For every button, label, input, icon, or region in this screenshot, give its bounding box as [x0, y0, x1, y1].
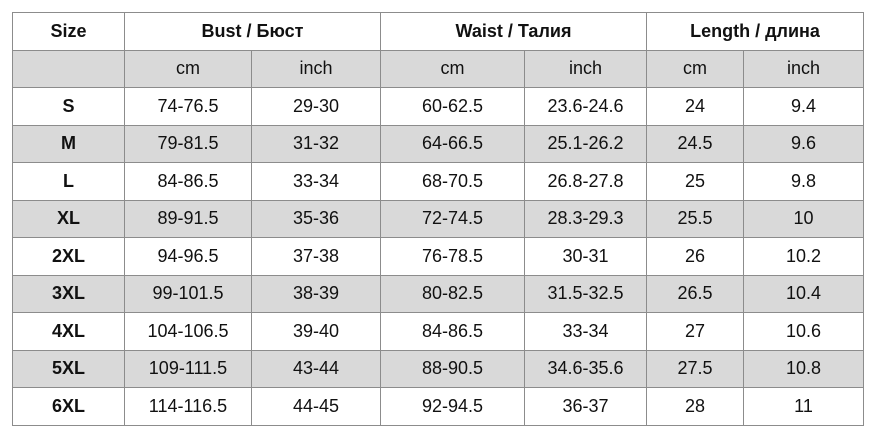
value-cell: 11: [742, 387, 865, 426]
value-cell: 64-66.5: [380, 124, 525, 163]
value-cell: 24: [646, 87, 744, 126]
header-cell: Bust / Бюст: [124, 12, 381, 51]
value-cell: 43-44: [251, 349, 381, 388]
value-cell: 76-78.5: [380, 237, 525, 276]
value-cell: 44-45: [251, 387, 381, 426]
size-cell: 2XL: [12, 237, 125, 276]
value-cell: 84-86.5: [124, 162, 252, 201]
value-cell: 26.8-27.8: [524, 162, 647, 201]
value-cell: 26.5: [646, 274, 744, 313]
value-cell: 10.6: [742, 312, 865, 351]
value-cell: 9.8: [742, 162, 865, 201]
value-cell: 60-62.5: [380, 87, 525, 126]
value-cell: 88-90.5: [380, 349, 525, 388]
value-cell: 27.5: [646, 349, 744, 388]
value-cell: 94-96.5: [124, 237, 252, 276]
value-cell: 30-31: [524, 237, 647, 276]
value-cell: 33-34: [251, 162, 381, 201]
size-cell: L: [12, 162, 125, 201]
header-row: Size Bust / Бюст Waist / Талия Length / дли…: [12, 12, 865, 51]
data-row: 2XL 94-96.5 37-38 76-78.5 30-31 26 10.2: [12, 237, 865, 276]
value-cell: 10: [742, 199, 865, 238]
value-cell: 104-106.5: [124, 312, 252, 351]
value-cell: 25.5: [646, 199, 744, 238]
unit-cell: inch: [742, 49, 865, 88]
value-cell: 80-82.5: [380, 274, 525, 313]
value-cell: 72-74.5: [380, 199, 525, 238]
size-cell: S: [12, 87, 125, 126]
data-row: L 84-86.5 33-34 68-70.5 26.8-27.8 25 9.8: [12, 162, 865, 201]
empty-cell: [12, 49, 125, 88]
value-cell: 114-116.5: [124, 387, 252, 426]
size-cell: XL: [12, 199, 125, 238]
value-cell: 10.4: [742, 274, 865, 313]
data-row: M 79-81.5 31-32 64-66.5 25.1-26.2 24.5 9.6: [12, 124, 865, 163]
value-cell: 92-94.5: [380, 387, 525, 426]
value-cell: 10.2: [742, 237, 865, 276]
value-cell: 39-40: [251, 312, 381, 351]
size-cell: 3XL: [12, 274, 125, 313]
value-cell: 25: [646, 162, 744, 201]
value-cell: 68-70.5: [380, 162, 525, 201]
value-cell: 9.4: [742, 87, 865, 126]
value-cell: 26: [646, 237, 744, 276]
size-cell: M: [12, 124, 125, 163]
value-cell: 36-37: [524, 387, 647, 426]
value-cell: 31-32: [251, 124, 381, 163]
header-cell: Length / длина: [645, 12, 865, 51]
unit-cell: cm: [124, 49, 252, 88]
data-row: 5XL 109-111.5 43-44 88-90.5 34.6-35.6 27.5 10.…: [12, 349, 865, 388]
size-table: Size Bust / Бюст Waist / Талия Length / дли…: [12, 12, 865, 426]
value-cell: 33-34: [524, 312, 647, 351]
unit-cell: cm: [646, 49, 744, 88]
value-cell: 109-111.5: [124, 349, 252, 388]
value-cell: 28: [646, 387, 744, 426]
value-cell: 29-30: [251, 87, 381, 126]
value-cell: 9.6: [742, 124, 865, 163]
data-row: XL 89-91.5 35-36 72-74.5 28.3-29.3 25.5 10: [12, 199, 865, 238]
value-cell: 34.6-35.6: [524, 349, 647, 388]
header-cell: Size: [12, 12, 125, 51]
value-cell: 35-36: [251, 199, 381, 238]
value-cell: 38-39: [251, 274, 381, 313]
value-cell: 31.5-32.5: [524, 274, 647, 313]
size-cell: 4XL: [12, 312, 125, 351]
data-row: 3XL 99-101.5 38-39 80-82.5 31.5-32.5 26.5 10.4: [12, 274, 865, 313]
value-cell: 99-101.5: [124, 274, 252, 313]
value-cell: 84-86.5: [380, 312, 525, 351]
size-cell: 5XL: [12, 349, 125, 388]
value-cell: 24.5: [646, 124, 744, 163]
value-cell: 37-38: [251, 237, 381, 276]
data-row: 4XL 104-106.5 39-40 84-86.5 33-34 27 10.6: [12, 312, 865, 351]
data-row: 6XL 114-116.5 44-45 92-94.5 36-37 28 11: [12, 387, 865, 426]
unit-cell: inch: [524, 49, 647, 88]
data-row: S 74-76.5 29-30 60-62.5 23.6-24.6 24 9.4: [12, 87, 865, 126]
size-cell: 6XL: [12, 387, 125, 426]
value-cell: 89-91.5: [124, 199, 252, 238]
value-cell: 28.3-29.3: [524, 199, 647, 238]
value-cell: 74-76.5: [124, 87, 252, 126]
unit-row: cm inch cm inch cm inch: [12, 49, 865, 88]
unit-cell: cm: [380, 49, 525, 88]
value-cell: 23.6-24.6: [524, 87, 647, 126]
value-cell: 27: [646, 312, 744, 351]
value-cell: 10.8: [742, 349, 865, 388]
unit-cell: inch: [251, 49, 381, 88]
value-cell: 79-81.5: [124, 124, 252, 163]
header-cell: Waist / Талия: [380, 12, 647, 51]
value-cell: 25.1-26.2: [524, 124, 647, 163]
